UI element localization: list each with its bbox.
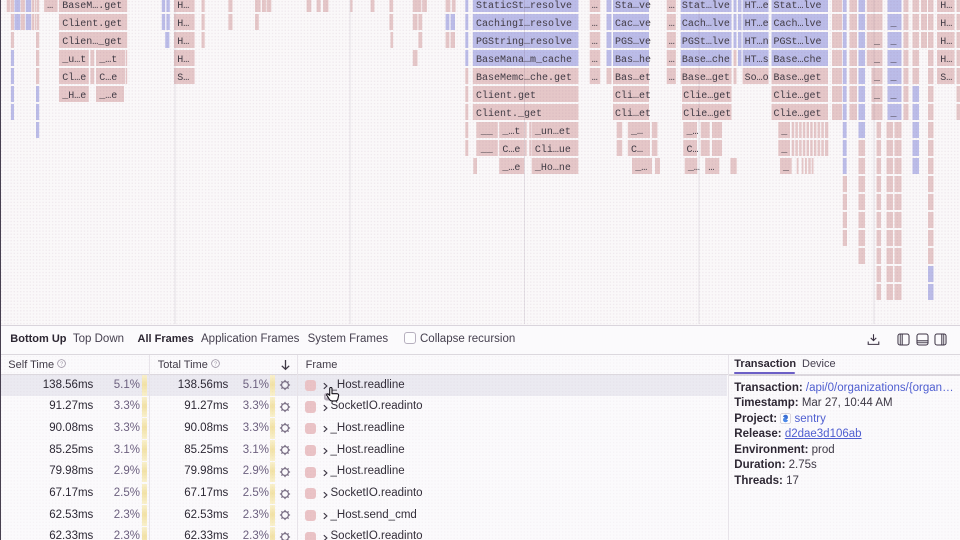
svg-text:_: _ (873, 91, 881, 102)
svg-text:Clien…_get: Clien…_get (62, 36, 122, 48)
svg-text:_: _ (890, 109, 898, 120)
svg-text:_Ho…ne: _Ho…ne (534, 163, 571, 174)
svg-text:H…: H… (940, 19, 952, 30)
svg-text:_: _ (890, 55, 898, 66)
svg-text:_: _ (890, 73, 898, 84)
svg-text:H…: H… (177, 1, 189, 12)
svg-text:Bas…et: Bas…et (615, 73, 651, 84)
svg-text:?: ? (60, 361, 63, 367)
svg-text:Sta…ve: Sta…ve (615, 1, 651, 12)
svg-text:…: … (592, 55, 598, 66)
svg-text:PGSt…lve: PGSt…lve (682, 36, 730, 48)
svg-text:Cach…lve: Cach…lve (682, 18, 730, 30)
svg-text:PGS…ve: PGS…ve (615, 37, 651, 48)
svg-text:…: … (708, 163, 714, 174)
svg-text:Cli…et: Cli…et (615, 108, 651, 120)
svg-text:…: … (669, 55, 675, 66)
svg-text:_…e: _…e (501, 163, 520, 174)
svg-text:BaseMemc…che.get: BaseMemc…che.get (476, 72, 572, 84)
svg-text:Cli…et: Cli…et (615, 90, 651, 102)
svg-text:HT…e: HT…e (745, 1, 769, 12)
svg-text:HT…e: HT…e (745, 19, 769, 30)
svg-text:_…t: _…t (98, 55, 117, 66)
svg-text:_: _ (873, 37, 881, 48)
svg-text:…: … (47, 1, 53, 12)
svg-text:HT…s: HT…s (745, 55, 769, 66)
svg-text:…: … (669, 1, 675, 12)
svg-text:Base…get: Base…get (682, 73, 730, 84)
svg-text:Client.get: Client.get (62, 18, 122, 30)
svg-text:StaticSt…resolve: StaticSt…resolve (476, 0, 572, 12)
svg-text:…: … (592, 19, 598, 30)
svg-text:C…: C… (687, 145, 699, 156)
svg-text:_: _ (873, 55, 881, 66)
svg-text:_: _ (780, 127, 788, 138)
svg-text:Cach…lve: Cach…lve (774, 18, 822, 30)
svg-text:H…: H… (940, 55, 952, 66)
svg-text:H…: H… (177, 19, 189, 30)
svg-text:S…: S… (940, 73, 952, 84)
svg-text:C…: C… (631, 145, 643, 156)
svg-text:PGString…resolve: PGString…resolve (476, 36, 572, 48)
svg-text:BaseMana…m_cache: BaseMana…m_cache (476, 54, 572, 66)
svg-text:Clie…get: Clie…get (683, 90, 731, 102)
svg-text:…: … (669, 37, 675, 48)
svg-text:Client.get: Client.get (476, 90, 536, 102)
svg-text:…: … (592, 37, 598, 48)
svg-text:Base…che: Base…che (774, 54, 822, 66)
svg-text:_…: _… (687, 163, 700, 174)
svg-text:H…: H… (940, 37, 952, 48)
svg-text:S…: S… (177, 73, 189, 84)
svg-text:Base…get: Base…get (774, 73, 822, 84)
svg-text:_…e: _…e (98, 91, 117, 102)
svg-text:_: _ (780, 145, 788, 156)
svg-text:…: … (669, 19, 675, 30)
svg-text:_: _ (890, 91, 898, 102)
svg-text:_: _ (782, 163, 790, 174)
svg-text:_H…e: _H…e (61, 91, 86, 102)
svg-text:Cac…ve: Cac…ve (615, 19, 651, 30)
svg-text:CachingI…resolve: CachingI…resolve (476, 18, 572, 30)
svg-text:BaseM….get: BaseM….get (62, 1, 122, 12)
svg-text:Cl…e: Cl…e (62, 72, 86, 84)
svg-text:C…e: C…e (99, 73, 117, 84)
svg-text:_: _ (873, 73, 881, 84)
svg-text:Stat…lve: Stat…lve (774, 0, 822, 12)
svg-text:__: __ (480, 145, 494, 156)
svg-text:_u…t: _u…t (61, 55, 86, 66)
svg-text:…: … (592, 73, 598, 84)
svg-text:So…o: So…o (745, 73, 769, 84)
svg-text:_…: _… (630, 127, 643, 138)
svg-text:PGSt…lve: PGSt…lve (774, 36, 822, 48)
svg-text:Clie…get: Clie…get (683, 108, 731, 120)
svg-text:Cli…ue: Cli…ue (535, 144, 571, 156)
svg-text:Clie…get: Clie…get (774, 108, 822, 120)
svg-text:?: ? (214, 361, 217, 367)
svg-text:Clie…get: Clie…get (774, 90, 822, 102)
svg-text:_…: _… (634, 163, 647, 174)
svg-text:H…: H… (940, 1, 952, 12)
svg-text:H…: H… (177, 55, 189, 66)
svg-text:Client._get: Client._get (476, 108, 542, 120)
svg-text:C…e: C…e (502, 145, 520, 156)
svg-text:H…: H… (177, 37, 189, 48)
svg-text:…: … (669, 73, 675, 84)
svg-text:_…: _… (686, 127, 699, 138)
svg-text:_: _ (890, 19, 898, 30)
svg-text:Base…che: Base…che (682, 54, 730, 66)
svg-text:Stat…lve: Stat…lve (682, 0, 730, 12)
svg-text:Bas…he: Bas…he (615, 54, 651, 66)
svg-text:__: __ (480, 127, 494, 138)
svg-text:_…t: _…t (501, 127, 520, 138)
svg-text:_: _ (890, 37, 898, 48)
svg-text:HT…n: HT…n (745, 37, 769, 48)
svg-text:…: … (592, 1, 598, 12)
svg-text:_un…et: _un…et (534, 127, 571, 138)
